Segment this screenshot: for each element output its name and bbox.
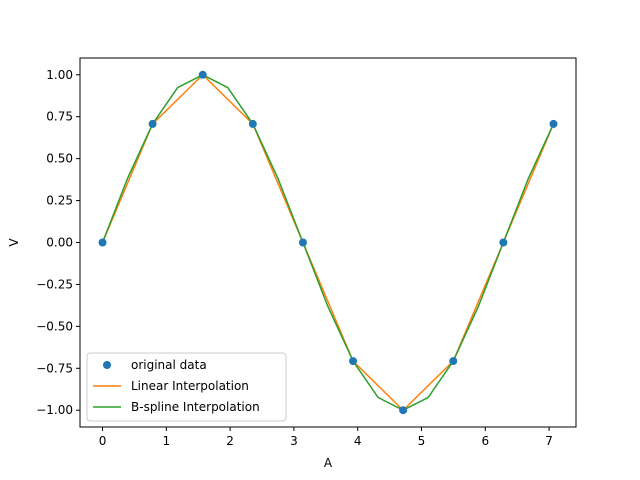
x-tick-label: 6 — [481, 434, 489, 448]
x-tick-label: 0 — [99, 434, 107, 448]
series-line-1 — [101, 74, 555, 411]
data-point — [399, 406, 408, 415]
data-point — [349, 357, 358, 366]
axis-ticks: 0 1 2 3 4 5 6 7 −1.00 −0.75 −0.50 −0.25 0.00 0.25 0.50… — [36, 68, 553, 448]
x-tick-label: 4 — [354, 434, 362, 448]
data-point — [298, 238, 307, 247]
series-line-2 — [101, 74, 555, 411]
y-axis-label: V — [7, 238, 21, 247]
y-tick-label: −0.75 — [36, 361, 73, 375]
y-tick-label: 1.00 — [46, 68, 73, 82]
x-tick-label: 5 — [418, 434, 426, 448]
legend-label: Linear Interpolation — [131, 379, 249, 393]
data-point — [499, 238, 508, 247]
data-point — [549, 119, 558, 128]
data-point — [98, 238, 107, 247]
x-tick-label: 3 — [290, 434, 298, 448]
y-tick-label: −0.25 — [36, 277, 73, 291]
x-axis-label: A — [324, 456, 333, 470]
y-tick-label: 0.75 — [46, 110, 73, 124]
y-tick-label: 0.25 — [46, 194, 73, 208]
data-point — [148, 119, 157, 128]
legend-label: original data — [131, 358, 207, 372]
data-point — [198, 70, 207, 79]
plot-area — [98, 70, 558, 415]
legend-marker — [103, 361, 111, 369]
y-tick-label: −1.00 — [36, 403, 73, 417]
y-tick-label: −0.50 — [36, 319, 73, 333]
x-tick-label: 2 — [226, 434, 234, 448]
x-tick-label: 7 — [545, 434, 553, 448]
legend: original data Linear Interpolation B-splin… — [86, 352, 287, 422]
x-tick-label: 1 — [162, 434, 170, 448]
legend-label: B-spline Interpolation — [131, 400, 260, 414]
y-tick-label: 0.50 — [46, 152, 73, 166]
legend-box — [86, 352, 287, 422]
y-tick-label: 0.00 — [46, 236, 73, 250]
data-point — [248, 119, 257, 128]
data-point — [449, 357, 458, 366]
